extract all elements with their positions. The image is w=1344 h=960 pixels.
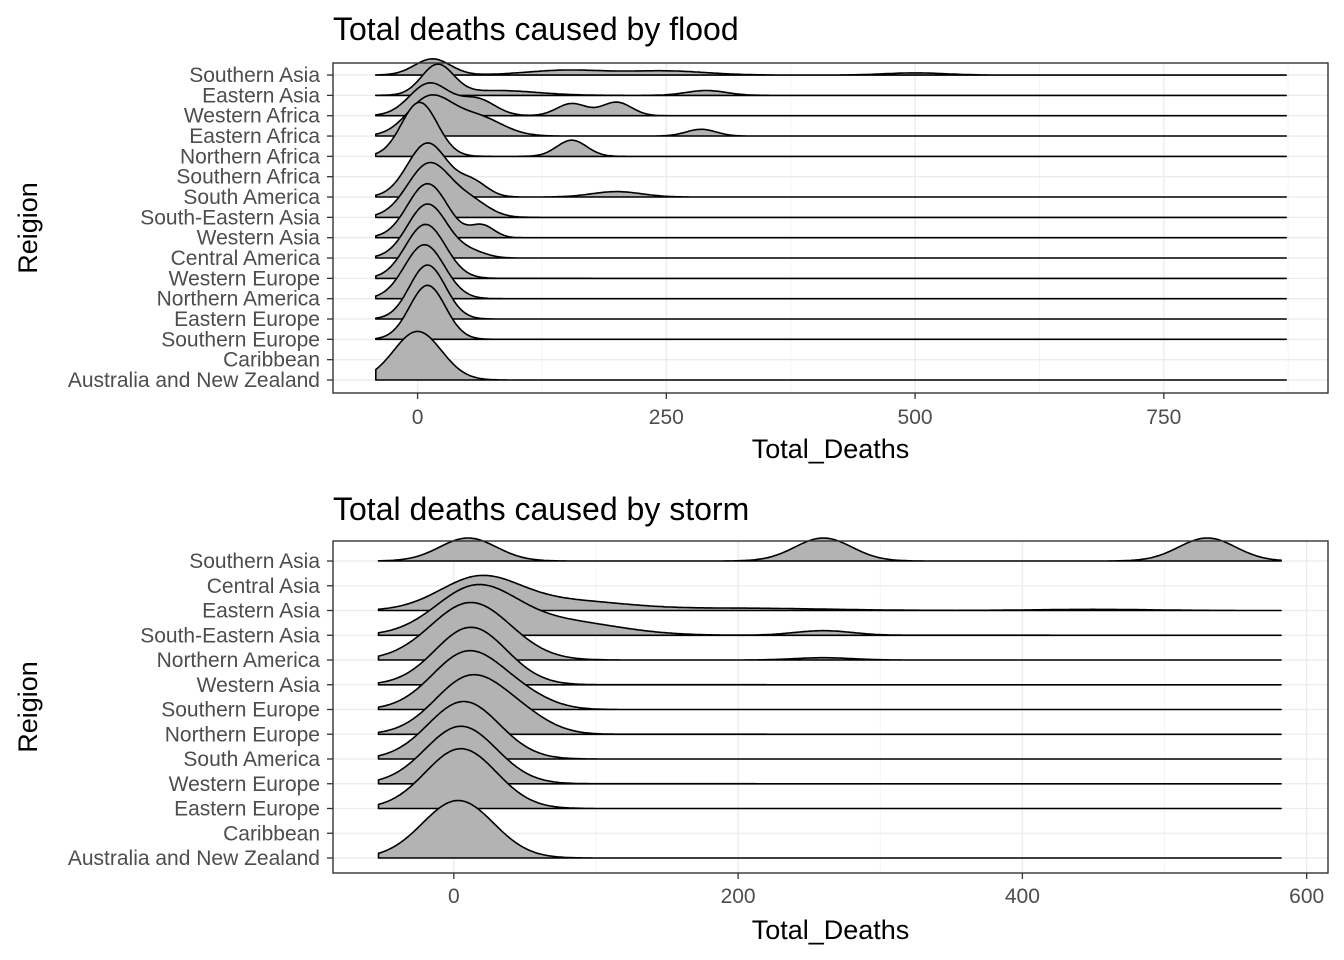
- panel-background: [333, 63, 1328, 393]
- y-axis-title: Reigion: [13, 661, 43, 753]
- y-tick-label: Northern Europe: [165, 723, 320, 746]
- x-tick-label: 400: [1005, 885, 1040, 908]
- y-tick-label: Caribbean: [223, 349, 320, 372]
- ridge-southern-asia: [377, 537, 1282, 562]
- y-tick-label: Eastern Europe: [174, 308, 320, 331]
- x-tick-label: 250: [649, 406, 684, 429]
- ridge-northern-america: [375, 244, 1287, 300]
- panel-border: [332, 62, 1329, 394]
- y-tick-label: Western Africa: [184, 105, 320, 128]
- y-tick-label: Northern America: [157, 649, 321, 672]
- ridge-western-asia: [375, 182, 1287, 239]
- y-tick-label: Southern Europe: [161, 328, 320, 351]
- y-tick-label: South America: [183, 186, 320, 209]
- y-tick-label: Southern Europe: [161, 699, 320, 722]
- ridge-south-eastern-asia: [375, 161, 1287, 219]
- y-tick-label: Southern Asia: [189, 550, 320, 573]
- x-tick-label: 0: [412, 406, 424, 429]
- y-tick-label: Australia and New Zealand: [68, 369, 320, 392]
- ridge-southern-europe: [375, 284, 1287, 341]
- y-tick-label: Australia and New Zealand: [68, 847, 320, 870]
- y-tick-label: Eastern Asia: [202, 84, 320, 107]
- y-axis-title: Reigion: [13, 182, 43, 274]
- ridge-western-europe: [375, 223, 1287, 280]
- ridge-central-america: [375, 203, 1287, 259]
- ridge-eastern-africa: [375, 94, 1287, 137]
- x-tick-label: 0: [448, 885, 460, 908]
- x-tick-label: 500: [898, 406, 933, 429]
- y-tick-label: Western Asia: [197, 227, 321, 250]
- y-tick-label: Southern Asia: [189, 64, 320, 87]
- y-tick-label: Eastern Africa: [189, 125, 320, 148]
- x-axis-title: Total_Deaths: [752, 915, 910, 945]
- y-tick-label: South-Eastern Asia: [140, 624, 320, 647]
- ridge-australia-and-new-zealand: [375, 330, 1287, 381]
- panel-border: [332, 540, 1329, 874]
- flood-chart: Australia and New ZealandCaribbeanSouthe…: [13, 11, 1329, 464]
- storm-chart: Australia and New ZealandCaribbeanEaster…: [13, 491, 1329, 945]
- ridge-australia-and-new-zealand: [377, 799, 1282, 859]
- ridge-western-africa: [375, 82, 1287, 117]
- y-tick-label: Northern Africa: [180, 145, 320, 168]
- y-tick-label: Eastern Europe: [174, 798, 320, 821]
- y-tick-label: South America: [183, 748, 320, 771]
- y-tick-label: Western Asia: [197, 674, 321, 697]
- y-tick-label: Eastern Asia: [202, 600, 320, 623]
- chart-title: Total deaths caused by flood: [333, 11, 739, 47]
- x-axis-title: Total_Deaths: [752, 434, 910, 464]
- y-tick-label: Caribbean: [223, 822, 320, 845]
- chart-title: Total deaths caused by storm: [333, 491, 749, 527]
- y-tick-label: Western Europe: [169, 267, 320, 290]
- ridge-eastern-europe: [375, 264, 1287, 320]
- y-tick-label: Southern Africa: [176, 166, 320, 189]
- y-tick-label: Western Europe: [169, 773, 320, 796]
- y-tick-label: Central America: [171, 247, 321, 270]
- y-tick-label: South-Eastern Asia: [140, 206, 320, 229]
- y-tick-label: Northern America: [157, 288, 321, 311]
- ridge-southern-asia: [375, 58, 1287, 76]
- ridge-northern-africa: [375, 101, 1287, 158]
- x-tick-label: 750: [1146, 406, 1181, 429]
- x-tick-label: 200: [721, 885, 756, 908]
- ridge-eastern-asia: [375, 63, 1287, 97]
- y-tick-label: Central Asia: [207, 575, 321, 598]
- x-tick-label: 600: [1289, 885, 1324, 908]
